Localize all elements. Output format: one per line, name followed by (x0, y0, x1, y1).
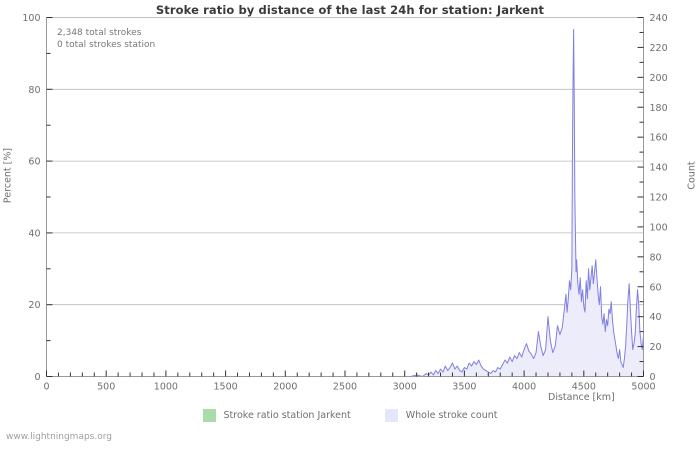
x-axis-tick-label: 1500 (214, 382, 238, 393)
y-axis-right-tick-label: 40 (650, 312, 662, 323)
legend-label: Stroke ratio station Jarkent (223, 410, 351, 421)
legend-item[interactable]: Stroke ratio station Jarkent (202, 409, 351, 422)
y-axis-right-tick-label: 140 (650, 163, 668, 174)
legend-swatch-icon (202, 409, 216, 422)
y-axis-left-label: Percent [%] (2, 147, 14, 204)
y-axis-right-tick-label: 240 (650, 13, 668, 24)
y-axis-right-tick-label: 200 (650, 73, 668, 84)
y-axis-right-tick-label: 160 (650, 133, 668, 144)
y-axis-left-tick-label: 20 (28, 300, 40, 311)
x-axis-tick-label: 2500 (333, 382, 357, 393)
annotation-total-strokes: 2,348 total strokes (57, 28, 142, 38)
x-axis-tick-label: 4000 (512, 382, 536, 393)
x-axis-tick-label: 3000 (393, 382, 417, 393)
y-axis-left-tick-label: 100 (22, 13, 40, 24)
y-axis-right-tick-label: 180 (650, 103, 668, 114)
y-axis-right-tick-label: 120 (650, 193, 668, 204)
x-axis-tick-label: 2000 (273, 382, 297, 393)
annotation-block: 2,348 total strokes 0 total strokes stat… (57, 28, 155, 51)
y-axis-right-tick-label: 60 (650, 282, 662, 293)
y-axis-right-tick-label: 20 (650, 342, 662, 353)
x-axis-tick-label: 0 (43, 382, 49, 393)
y-axis-left-tick-label: 60 (28, 157, 40, 168)
y-axis-right-tick-label: 100 (650, 222, 668, 233)
y-axis-right-tick-label: 80 (650, 252, 662, 263)
legend-label: Whole stroke count (405, 410, 498, 421)
legend-swatch-icon (384, 409, 398, 422)
x-axis-tick-label: 5000 (631, 382, 655, 393)
y-axis-left-tick-label: 0 (34, 372, 40, 383)
series-area-whole-stroke-count (46, 29, 644, 377)
y-axis-right-tick-label: 0 (650, 372, 656, 383)
y-axis-left-tick-label: 80 (28, 85, 40, 96)
page-title: Stroke ratio by distance of the last 24h… (155, 3, 545, 17)
plot-background (46, 17, 644, 377)
x-axis-tick-label: 3500 (452, 382, 476, 393)
y-axis-right-label: Count (686, 161, 698, 190)
x-axis-tick-label: 1000 (154, 382, 178, 393)
annotation-total-strokes-station: 0 total strokes station (57, 39, 156, 50)
legend-item[interactable]: Whole stroke count (384, 409, 498, 422)
y-axis-right-tick-label: 220 (650, 43, 668, 54)
x-axis-tick-label: 500 (97, 382, 115, 393)
x-axis-tick-label: 4500 (572, 382, 596, 393)
footer-url: www.lightningmaps.org (6, 432, 112, 442)
chart-legend: Stroke ratio station Jarkent Whole stroke… (0, 409, 700, 422)
x-axis-label: Distance [km] (548, 392, 615, 403)
y-axis-left-tick-label: 40 (28, 228, 40, 239)
